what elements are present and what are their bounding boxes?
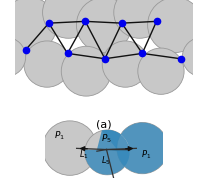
Circle shape: [24, 41, 70, 87]
Circle shape: [76, 0, 132, 53]
Text: (a): (a): [96, 119, 112, 129]
Circle shape: [85, 130, 130, 175]
Circle shape: [2, 0, 57, 53]
Circle shape: [182, 37, 208, 77]
Polygon shape: [102, 122, 168, 174]
Circle shape: [43, 0, 94, 38]
Circle shape: [148, 0, 203, 53]
Circle shape: [43, 121, 97, 175]
Circle shape: [0, 37, 26, 77]
Circle shape: [114, 0, 165, 38]
Text: $P_5$: $P_5$: [101, 132, 111, 145]
Circle shape: [138, 48, 184, 94]
Text: $P_1$: $P_1$: [54, 129, 65, 142]
Polygon shape: [85, 130, 130, 175]
Circle shape: [102, 41, 149, 87]
Text: $P_1$: $P_1$: [141, 148, 151, 161]
Text: $L_1$: $L_1$: [79, 148, 89, 161]
Circle shape: [61, 46, 111, 96]
Circle shape: [117, 122, 168, 174]
Text: $L_5$: $L_5$: [101, 155, 111, 167]
